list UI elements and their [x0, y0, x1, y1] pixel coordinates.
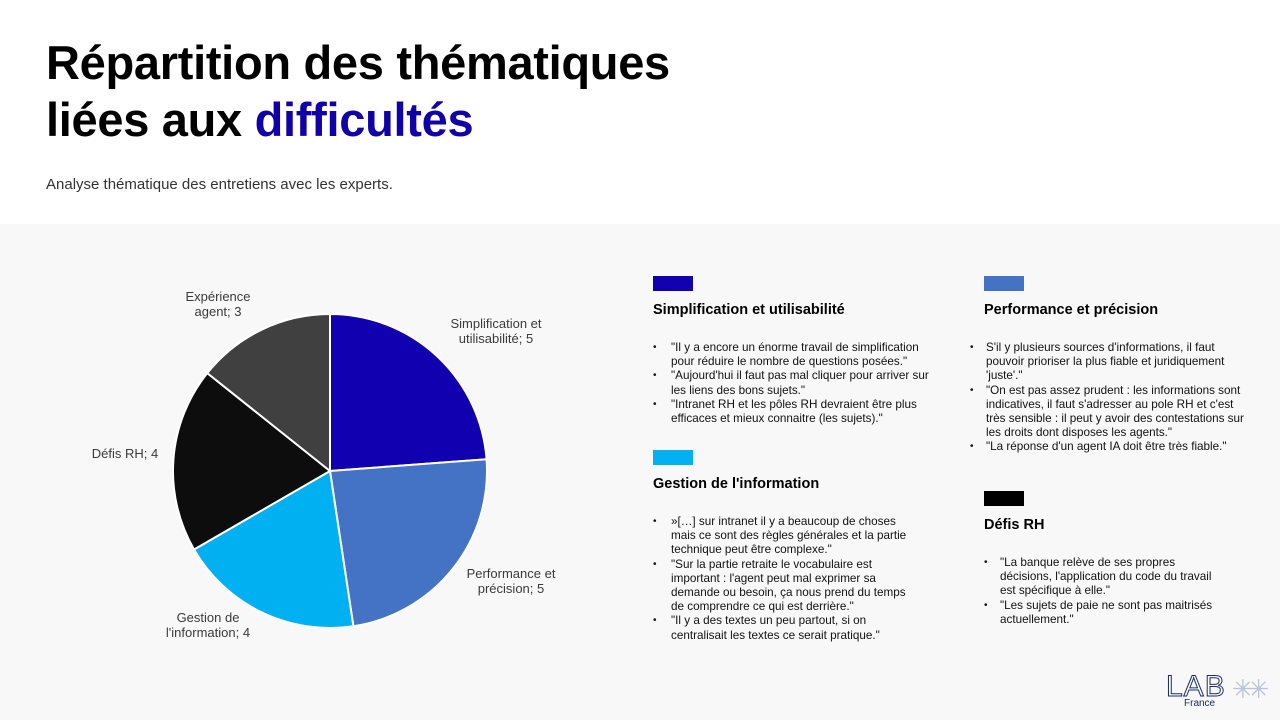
theme-title: Gestion de l'information — [653, 476, 820, 492]
quote-list: "Il y a encore un énorme travail de simp… — [653, 341, 935, 426]
pie-slice — [329, 312, 488, 473]
theme-block-performance: Performance et précision S'il y plusieur… — [970, 276, 1252, 455]
quote-item: "La banque relève de ses propres décisio… — [984, 556, 1229, 599]
pie-slice — [205, 312, 331, 474]
quote-item: "Il y a encore un énorme travail de simp… — [653, 341, 935, 369]
pie-slice — [172, 371, 332, 551]
title-line-1: Répartition des thématiques — [46, 36, 670, 89]
title-accent-word: difficultés — [254, 93, 474, 146]
quote-item: "La réponse d'un agent IA doit être très… — [970, 440, 1252, 454]
quote-item: "On est pas assez prudent : les informat… — [970, 384, 1252, 441]
pie-slice-label: Expérience agent; 3 — [185, 289, 250, 319]
quote-list: S'il y plusieurs sources d'informations,… — [970, 341, 1252, 455]
lab-france-logo: LAB France ✳✳ — [1162, 670, 1270, 710]
page-subtitle: Analyse thématique des entretiens avec l… — [46, 176, 393, 193]
pie-slice-label: Performance et précision; 5 — [467, 566, 556, 596]
theme-block-gestion-information: Gestion de l'information »[…] sur intran… — [653, 450, 908, 643]
quote-item: "Sur la partie retraite le vocabulaire e… — [653, 558, 908, 615]
pie-slice — [192, 469, 355, 629]
theme-block-defis-rh: Défis RH "La banque relève de ses propre… — [984, 491, 1229, 627]
theme-title: Simplification et utilisabilité — [653, 302, 845, 318]
quote-item: "Les sujets de paie ne sont pas maitrisé… — [984, 599, 1229, 627]
title-line-2-prefix: liées aux — [46, 93, 255, 146]
logo-emblem-icon: ✳✳ — [1232, 674, 1269, 704]
pie-chart: Simplification et utilisabilité; 5 Perform… — [92, 289, 556, 640]
theme-color-swatch — [653, 276, 693, 291]
quote-item: "Aujourd'hui il faut pas mal cliquer pou… — [653, 369, 935, 397]
quote-list: »[…] sur intranet il y a beaucoup de cho… — [653, 515, 908, 643]
quote-item: S'il y plusieurs sources d'informations,… — [970, 341, 1252, 384]
pie-slice-label: Simplification et utilisabilité; 5 — [450, 316, 541, 346]
theme-title: Performance et précision — [984, 302, 1159, 318]
quote-item: "Il y a des textes un peu partout, si on… — [653, 614, 908, 642]
theme-color-swatch — [653, 450, 693, 465]
logo-sub-text: France — [1184, 698, 1216, 709]
quote-item: "Intranet RH et les pôles RH devraient ê… — [653, 398, 935, 426]
theme-color-swatch — [984, 276, 1024, 291]
quote-list: "La banque relève de ses propres décisio… — [984, 556, 1229, 627]
pie-slice-label: Gestion de l'information; 4 — [166, 610, 250, 640]
pie-slice — [328, 458, 488, 628]
logo-main-text: LAB — [1166, 670, 1226, 704]
theme-title: Défis RH — [984, 517, 1045, 533]
quote-item: »[…] sur intranet il y a beaucoup de cho… — [653, 515, 908, 558]
theme-block-simplification: Simplification et utilisabilité "Il y a … — [653, 276, 935, 426]
pie-slice-label: Défis RH; 4 — [92, 446, 158, 461]
theme-color-swatch — [984, 491, 1024, 506]
page-title: Répartition des thématiques liées aux di… — [46, 34, 670, 148]
